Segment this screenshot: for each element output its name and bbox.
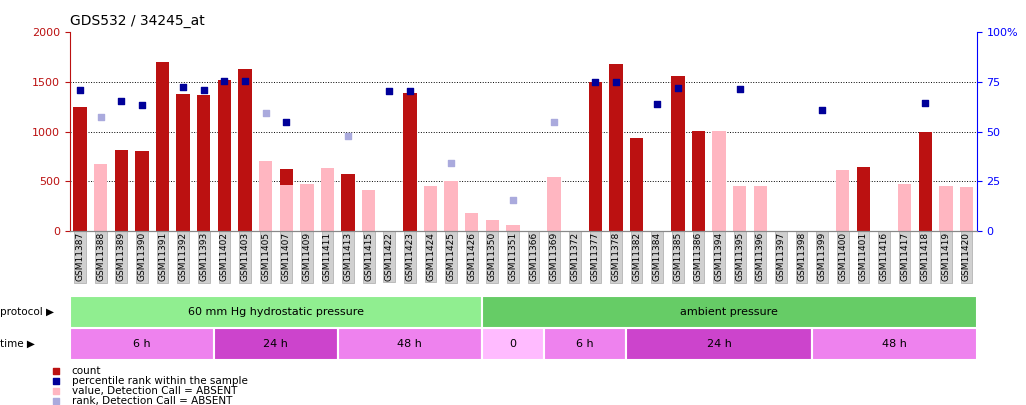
Point (258, 109, 274, 116)
Text: rank, Detection Call = ABSENT: rank, Detection Call = ABSENT (72, 396, 232, 405)
Bar (301, 184, 314, 231)
Text: value, Detection Call = ABSENT: value, Detection Call = ABSENT (72, 386, 237, 396)
Bar (857, 167, 870, 231)
Bar (279, 169, 292, 231)
Bar (959, 187, 973, 231)
Text: 48 h: 48 h (397, 339, 423, 349)
Text: protocol ▶: protocol ▶ (0, 307, 54, 317)
Bar (939, 186, 952, 231)
Point (72, 87, 88, 93)
Point (1018, 345, 1026, 351)
Point (732, 86, 748, 92)
Text: ambient pressure: ambient pressure (680, 307, 779, 317)
Bar (465, 213, 478, 231)
Bar (115, 151, 128, 231)
Point (1018, 253, 1026, 259)
Bar (94, 164, 108, 231)
Point (196, 87, 212, 93)
Point (814, 107, 830, 113)
Point (505, 197, 521, 203)
Bar (548, 177, 561, 231)
Bar (812, 328, 977, 360)
Bar (626, 328, 812, 360)
Point (133, 102, 150, 108)
Text: time ▶: time ▶ (0, 339, 35, 349)
Point (113, 98, 129, 104)
Bar (259, 161, 272, 231)
Bar (485, 220, 499, 231)
Bar (630, 138, 643, 231)
Point (401, 88, 418, 94)
Bar (754, 186, 767, 231)
Bar (70, 296, 482, 328)
Bar (321, 168, 334, 231)
Bar (214, 328, 338, 360)
Bar (362, 190, 376, 231)
Point (237, 78, 253, 84)
Point (546, 118, 562, 125)
Bar (70, 328, 214, 360)
Text: 60 mm Hg hydrostatic pressure: 60 mm Hg hydrostatic pressure (188, 307, 364, 317)
Bar (238, 69, 251, 231)
Bar (176, 94, 190, 231)
Point (1018, 68, 1026, 75)
Text: 6 h: 6 h (577, 339, 594, 349)
Point (381, 88, 397, 94)
Text: percentile rank within the sample: percentile rank within the sample (72, 376, 247, 386)
Bar (482, 296, 977, 328)
Bar (733, 186, 746, 231)
Bar (156, 62, 169, 231)
Bar (338, 328, 482, 360)
Text: 24 h: 24 h (707, 339, 732, 349)
Point (649, 100, 666, 107)
Bar (444, 181, 458, 231)
Text: 24 h: 24 h (264, 339, 288, 349)
Bar (279, 185, 292, 231)
Text: 48 h: 48 h (882, 339, 907, 349)
Point (340, 132, 356, 139)
Bar (403, 93, 417, 231)
Text: 0: 0 (510, 339, 516, 349)
Point (1018, 161, 1026, 167)
Bar (609, 64, 623, 231)
Bar (218, 80, 231, 231)
Text: GDS532 / 34245_at: GDS532 / 34245_at (70, 14, 204, 28)
Bar (898, 184, 911, 231)
Bar (197, 95, 210, 231)
Bar (692, 131, 705, 231)
Bar (918, 132, 932, 231)
Bar (544, 328, 626, 360)
Point (917, 100, 934, 106)
Point (92, 113, 109, 120)
Text: 6 h: 6 h (133, 339, 151, 349)
Bar (135, 151, 149, 231)
Point (216, 78, 233, 84)
Point (278, 118, 294, 125)
Bar (482, 328, 544, 360)
Bar (836, 171, 850, 231)
Bar (342, 174, 355, 231)
Bar (712, 131, 725, 231)
Bar (671, 76, 684, 231)
Bar (506, 225, 519, 231)
Point (670, 85, 686, 91)
Point (174, 84, 191, 90)
Text: count: count (72, 366, 102, 375)
Point (607, 79, 624, 85)
Bar (424, 186, 437, 231)
Point (443, 160, 460, 166)
Point (587, 79, 603, 85)
Bar (589, 82, 602, 231)
Bar (74, 107, 87, 231)
